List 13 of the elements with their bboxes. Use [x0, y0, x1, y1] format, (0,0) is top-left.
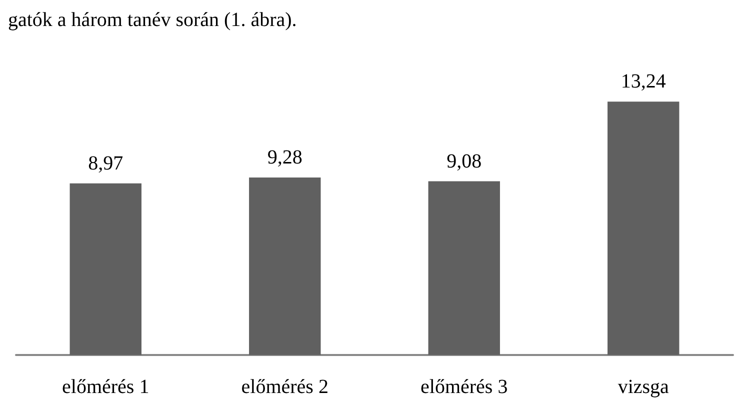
x-tick-label: vizsga [618, 376, 670, 398]
bar [428, 181, 500, 355]
data-label: 8,97 [88, 152, 124, 174]
bar [608, 102, 680, 355]
bar [70, 183, 142, 355]
data-label: 9,08 [446, 150, 482, 172]
bar [249, 177, 321, 355]
text: gatók a három tanév során (1. ábra). [8, 9, 297, 31]
x-tick-label: előmérés 1 [62, 376, 150, 398]
data-label: 13,24 [620, 70, 666, 93]
data-label: 9,28 [267, 146, 302, 168]
x-tick-label: előmérés 3 [420, 376, 508, 398]
x-tick-label: előmérés 2 [241, 376, 328, 398]
